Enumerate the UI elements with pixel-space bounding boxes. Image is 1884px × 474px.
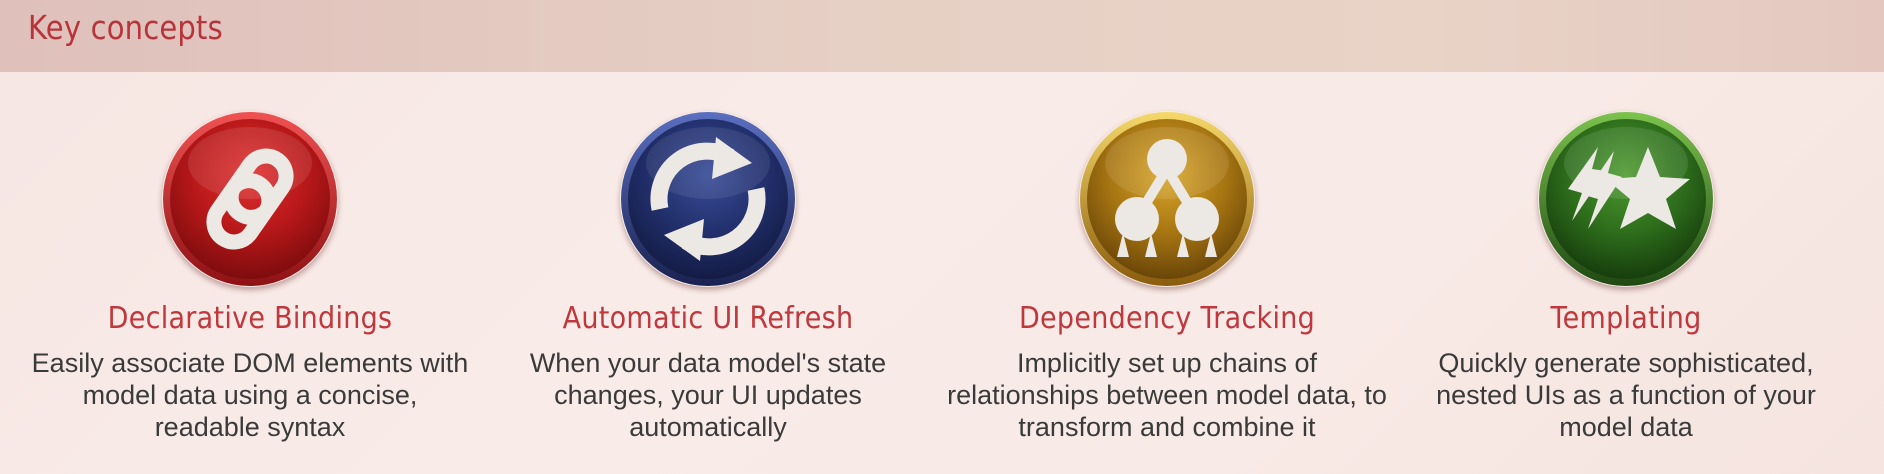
concept-templating: Templating Quickly generate sophisticate… [1396,108,1856,443]
link-icon [162,111,338,287]
refresh-icon [620,111,796,287]
concept-title: Templating [1550,301,1702,336]
concept-title: Declarative Bindings [107,301,393,336]
concept-description: When your data model's state changes, yo… [529,348,887,442]
concepts-grid: Declarative Bindings Easily associate DO… [0,108,1884,448]
concept-declarative-bindings: Declarative Bindings Easily associate DO… [20,108,480,443]
section-header: Key concepts [0,0,1884,72]
concept-title: Automatic UI Refresh [562,301,854,336]
concept-description: Quickly generate sophisticated, nested U… [1436,348,1816,442]
concept-dependency-tracking: Dependency Tracking Implicitly set up ch… [937,108,1397,443]
dependency-tree-icon [1079,111,1255,287]
star-icon [1538,111,1714,287]
concept-description: Implicitly set up chains of relationship… [947,348,1387,442]
concept-automatic-ui-refresh: Automatic UI Refresh When your data mode… [478,108,938,443]
section-title: Key concepts [28,8,223,47]
concept-title: Dependency Tracking [1018,301,1316,336]
concept-description: Easily associate DOM elements with model… [31,348,469,442]
